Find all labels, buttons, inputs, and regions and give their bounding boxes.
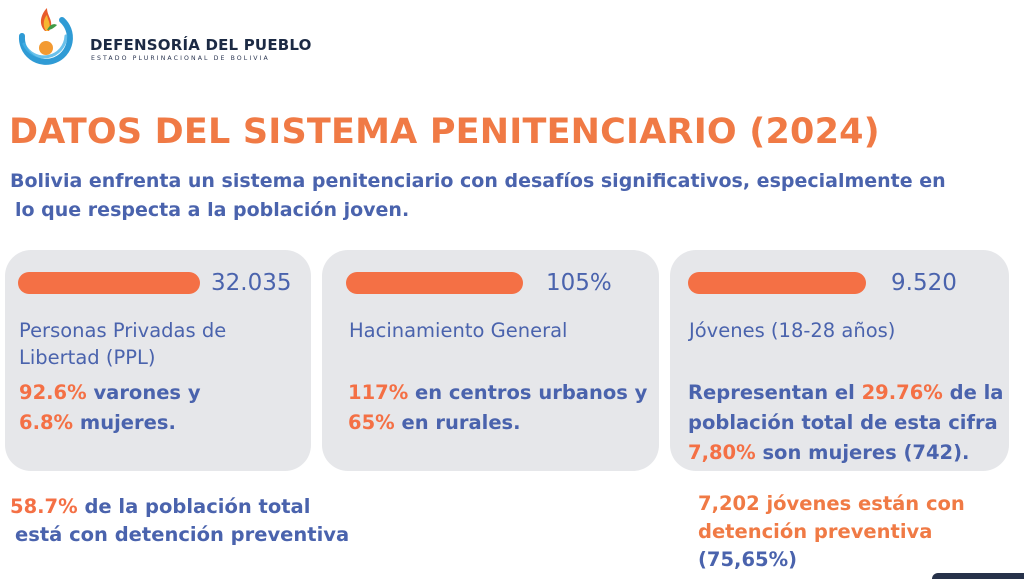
- stat-card-ppl: 32.035 Personas Privadas de Libertad (PP…: [5, 250, 311, 471]
- youth-percentage: 29.76%: [861, 381, 943, 404]
- stat-card-bar: [18, 272, 200, 294]
- organization-logo: DEFENSORÍA DEL PUEBLO ESTADO PLURINACION…: [14, 6, 311, 72]
- stat-card-youth: 9.520 Jóvenes (18-28 años) Representan e…: [670, 250, 1009, 471]
- rural-percentage: 65%: [348, 411, 395, 434]
- org-subtitle: ESTADO PLURINACIONAL DE BOLIVIA: [91, 55, 270, 62]
- stat-card-bar: [688, 272, 866, 294]
- youth-women-percentage: 7,80%: [688, 441, 756, 464]
- corner-decoration: [932, 573, 1024, 579]
- stat-card-label: Jóvenes (18-28 años): [689, 319, 896, 342]
- stat-card-label-line-1: Personas Privadas de: [19, 319, 227, 342]
- urban-text: en centros urbanos y: [408, 381, 648, 404]
- defensoria-emblem-icon: [18, 8, 73, 65]
- subtitle-line-1: Bolivia enfrenta un sistema penitenciari…: [10, 170, 946, 192]
- women-text: mujeres.: [73, 411, 176, 434]
- rural-text: en rurales.: [394, 411, 521, 434]
- men-percentage: 92.6%: [19, 381, 87, 404]
- stat-card-overcrowding: 105% Hacinamiento General 117% en centro…: [322, 250, 659, 471]
- subtitle-line-2: lo que respecta a la población joven.: [15, 199, 410, 221]
- youth-text-c: son mujeres (742).: [755, 441, 970, 464]
- stat-card-description: 117% en centros urbanos y 65% en rurales…: [348, 378, 653, 438]
- men-text: varones y: [86, 381, 201, 404]
- stat-card-label: Personas Privadas de Libertad (PPL): [19, 317, 304, 371]
- preventive-percentage: 58.7%: [10, 495, 78, 518]
- stat-card-value: 105%: [546, 270, 612, 296]
- stat-card-bar: [346, 272, 523, 294]
- youth-text-a: Representan el: [688, 381, 862, 404]
- stat-card-value: 32.035: [211, 270, 292, 296]
- urban-percentage: 117%: [348, 381, 409, 404]
- stat-card-description: 92.6% varones y 6.8% mujeres.: [19, 378, 304, 438]
- stat-card-value: 9.520: [891, 270, 957, 296]
- stat-card-label: Hacinamiento General: [349, 319, 568, 342]
- youth-detention-line-3: (75,65%): [698, 548, 798, 571]
- page-title: DATOS DEL SISTEMA PENITENCIARIO (2024): [9, 112, 880, 152]
- youth-detention-line-1: 7,202 jóvenes están con: [698, 492, 965, 515]
- note-text-1: de la población total: [77, 495, 311, 518]
- note-text-2: está con detención preventiva: [15, 523, 350, 546]
- youth-text-b: de la: [942, 381, 1004, 404]
- youth-detention-line-2: detención preventiva: [698, 520, 933, 543]
- youth-text-line-2: población total de esta cifra: [688, 411, 998, 434]
- org-name: DEFENSORÍA DEL PUEBLO: [90, 36, 312, 54]
- page-subtitle: Bolivia enfrenta un sistema penitenciari…: [10, 167, 1010, 225]
- note-preventive-detention: 58.7% de la población total está con det…: [10, 493, 430, 549]
- stat-card-description: Representan el 29.76% de la población to…: [688, 378, 1008, 468]
- stat-card-label-line-2: Libertad (PPL): [19, 346, 156, 369]
- note-youth-detention: 7,202 jóvenes están con detención preven…: [698, 490, 1018, 574]
- women-percentage: 6.8%: [19, 411, 74, 434]
